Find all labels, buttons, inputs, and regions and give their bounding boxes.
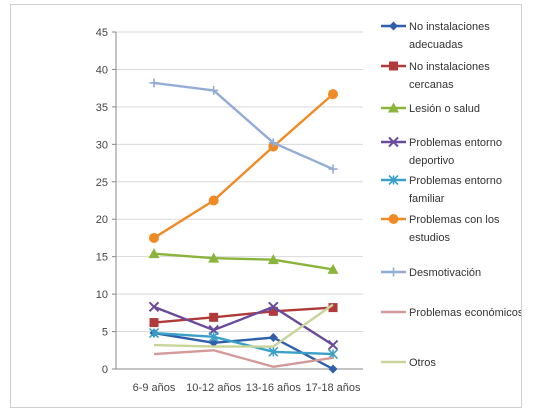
- x-tick-label-2: 13-16 años: [246, 382, 302, 394]
- series-4: [148, 327, 339, 360]
- series-7: [153, 349, 334, 368]
- series-line-6: [153, 81, 334, 171]
- legend-item-3: Problemas entorno deportivo: [381, 136, 502, 167]
- legend-label-0-0: No instalaciones: [409, 21, 490, 33]
- y-tick-label-20: 20: [96, 214, 108, 226]
- point-1-1: [209, 312, 219, 322]
- point-5-1: [208, 195, 219, 206]
- point-2-3: [327, 263, 339, 274]
- legend-label-3-0: Problemas entorno: [409, 137, 502, 149]
- legend-item-1: No instalaciones cercanas: [381, 61, 490, 91]
- series-line-2: [153, 252, 334, 271]
- y-tick-label-15: 15: [96, 252, 108, 264]
- legend-item-0: No instalaciones adecuadas: [381, 21, 490, 51]
- series-line-0: [153, 331, 334, 371]
- legend-marker-1: [389, 61, 398, 71]
- point-1-3: [328, 303, 338, 313]
- legend-label-2-0: Lesión o salud: [409, 103, 480, 115]
- legend-label-5-1: estudios: [409, 232, 450, 244]
- y-tick-label-35: 35: [96, 102, 108, 114]
- point-4-1: [208, 331, 219, 342]
- point-3-3-b: [327, 339, 339, 351]
- series-2: [148, 248, 339, 274]
- legend-item-4: Problemas entorno familiar: [381, 174, 502, 205]
- legend-label-6-0: Desmotivación: [409, 267, 481, 279]
- point-6-1: [209, 85, 219, 95]
- legend-label-1-0: No instalaciones: [409, 61, 490, 73]
- series-line-1: [153, 306, 334, 324]
- point-2-2: [267, 254, 279, 265]
- legend-item-5: Problemas con los estudios: [381, 214, 500, 244]
- point-0-2: [268, 333, 278, 343]
- point-3-0: [148, 301, 160, 313]
- legend-label-4-0: Problemas entorno: [409, 175, 502, 187]
- legend-marker-0: [389, 21, 398, 31]
- legend-label-7-0: Problemas económicos: [409, 307, 521, 319]
- legend-label-5-0: Problemas con los: [409, 214, 500, 226]
- legend-label-3-1: deportivo: [409, 155, 454, 167]
- legend-marker-5: [388, 214, 399, 224]
- legend-item-2: Lesión o salud: [381, 102, 480, 115]
- point-3-3: [327, 339, 339, 351]
- point-6-3: [328, 164, 338, 174]
- y-tick-label-10: 10: [96, 289, 108, 301]
- series-5: [149, 89, 338, 243]
- legend-item-8: Otros: [381, 357, 436, 369]
- point-1-0: [149, 318, 159, 328]
- x-tick-label-1: 10-12 años: [186, 382, 242, 394]
- legend-marker-3-b: [388, 136, 399, 148]
- point-4-2: [268, 346, 279, 357]
- point-0-3: [328, 364, 338, 374]
- legend-label-4-1: familiar: [409, 193, 445, 205]
- legend-label-0-1: adecuadas: [409, 39, 463, 51]
- series-line-4: [153, 331, 334, 356]
- point-5-0: [149, 232, 159, 243]
- y-tick-label-40: 40: [96, 64, 108, 76]
- point-3-2-b: [268, 301, 279, 313]
- point-3-0-b: [148, 301, 160, 313]
- point-2-1: [208, 252, 220, 263]
- legend-marker-6: [389, 267, 398, 277]
- series-1: [149, 303, 338, 328]
- legend-label-1-1: cercanas: [409, 79, 454, 91]
- series-6: [149, 78, 338, 174]
- point-4-0: [148, 327, 160, 339]
- point-0-1: [209, 338, 219, 348]
- y-tick-label-25: 25: [96, 177, 108, 189]
- series-line-7: [153, 349, 334, 368]
- point-2-0: [148, 248, 160, 259]
- point-6-2: [268, 138, 278, 148]
- legend-marker-4: [388, 174, 399, 186]
- y-tick-label-45: 45: [96, 27, 108, 39]
- y-tick-label-5: 5: [102, 327, 108, 339]
- chart-frame: 0 5 10 15 20 25 30 35 40 45 6-9 años 10-12 años 13-1…: [10, 4, 522, 408]
- point-1-2: [268, 306, 278, 316]
- y-tick-label-30: 30: [96, 139, 108, 151]
- point-5-3: [328, 89, 338, 100]
- x-tick-label-3: 17-18 años: [305, 382, 361, 394]
- x-tick-label-0: 6-9 años: [133, 382, 176, 394]
- legend-item-7: Problemas económicos: [381, 307, 521, 319]
- line-chart: 0 5 10 15 20 25 30 35 40 45 6-9 años 10-12 años 13-1…: [96, 21, 521, 394]
- legend-marker-3: [388, 136, 399, 148]
- series-8: [153, 303, 334, 348]
- series-line-5: [153, 93, 334, 239]
- legend-marker-2: [388, 102, 399, 113]
- series-line-8: [153, 303, 334, 348]
- legend-label-8-0: Otros: [409, 357, 436, 369]
- point-3-2: [268, 301, 279, 313]
- legend-item-6: Desmotivación: [381, 267, 481, 279]
- y-tick-label-0: 0: [102, 364, 108, 376]
- point-6-0: [149, 78, 159, 88]
